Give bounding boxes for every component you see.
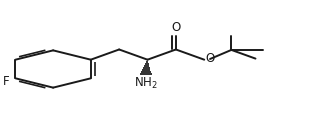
Text: O: O bbox=[206, 52, 215, 66]
Text: O: O bbox=[171, 21, 181, 34]
Text: NH$_2$: NH$_2$ bbox=[134, 76, 158, 91]
Text: F: F bbox=[3, 75, 10, 88]
